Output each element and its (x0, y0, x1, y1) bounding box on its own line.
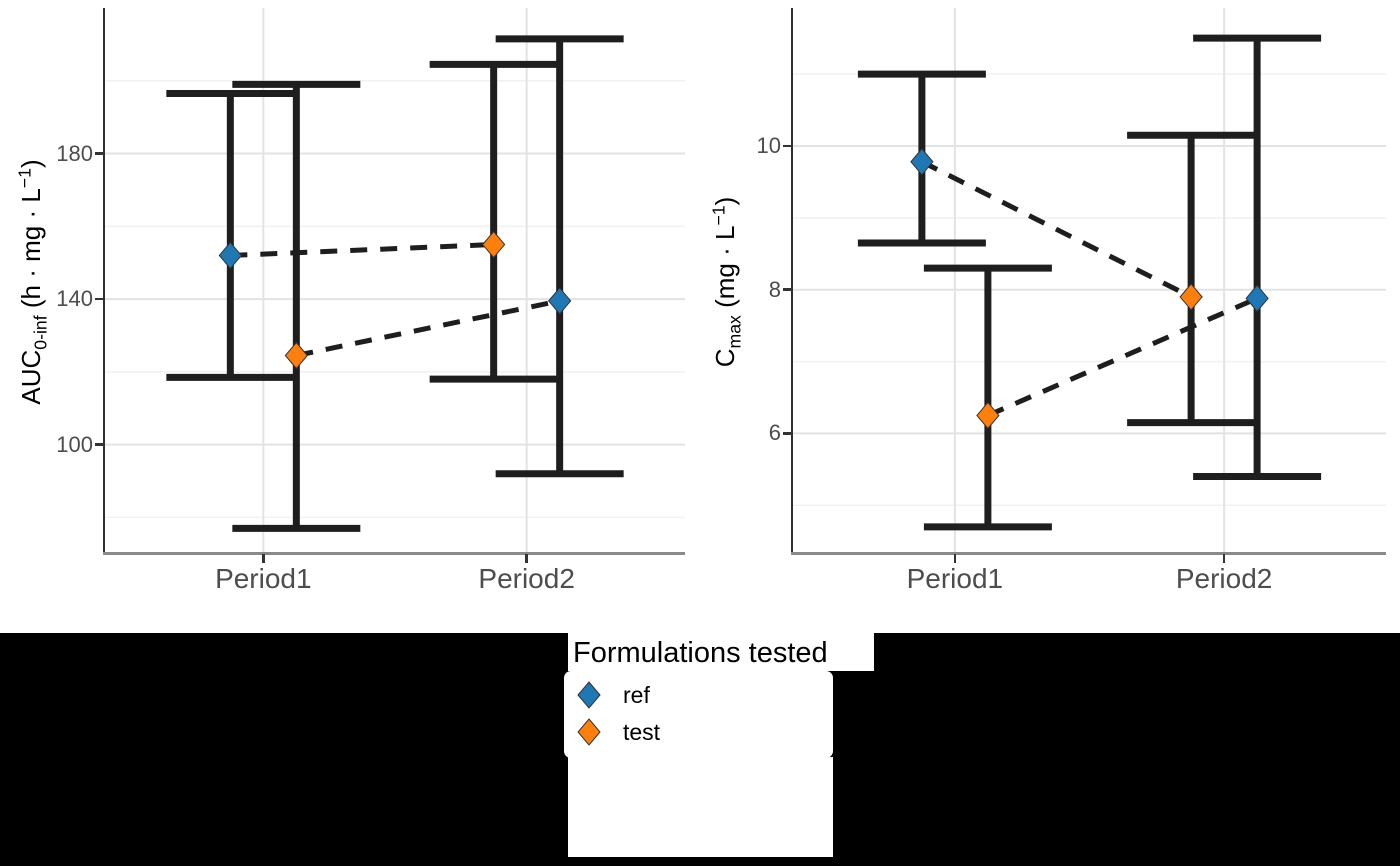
y-tick-label: 6 (768, 420, 781, 446)
mean-point-test-Period2 (1179, 283, 1203, 311)
x-axis-line (790, 552, 1386, 555)
legend-title-box: Formulations tested (568, 633, 874, 671)
mean-point-ref-Period1 (218, 241, 242, 270)
test-diamond-icon (577, 718, 601, 746)
mean-point-ref-Period1 (910, 148, 934, 176)
y-tick-label: 8 (768, 276, 781, 302)
crossover-line-sequence-2 (986, 296, 1259, 418)
mean-point-ref-Period2 (548, 287, 572, 315)
legend-label-test: test (623, 718, 661, 745)
crossover-line-sequence-1 (230, 242, 494, 258)
legend-item-test: test (577, 718, 660, 746)
x-tick-mark (525, 554, 528, 563)
x-tick-label: Period2 (1175, 563, 1273, 594)
mean-point-ref-Period2 (1245, 284, 1269, 313)
legend-label-ref: ref (623, 681, 650, 708)
y-tick-mark (95, 443, 105, 446)
y-tick-mark (783, 144, 793, 148)
y-axis-line (102, 8, 105, 555)
legend-item-ref: ref (577, 681, 650, 709)
x-tick-label: Period2 (478, 563, 575, 594)
mean-point-test-Period1 (976, 401, 1000, 430)
y-tick-mark (95, 152, 105, 155)
x-tick-label: Period1 (215, 563, 312, 594)
crossover-line-sequence-2 (295, 298, 561, 358)
legend-box: ref test (564, 671, 833, 758)
y-axis-title-auc: AUC0-inf (h · mg · L−1) (14, 159, 51, 405)
y-tick-label: 180 (56, 140, 93, 166)
ref-diamond-icon (577, 681, 601, 709)
x-tick-mark (953, 554, 957, 563)
mean-point-test-Period1 (284, 341, 308, 370)
mean-point-test-Period2 (482, 230, 506, 259)
y-tick-mark (783, 432, 793, 435)
x-tick-label: Period1 (906, 563, 1004, 594)
y-tick-mark (783, 288, 793, 291)
x-tick-mark (1222, 554, 1226, 563)
y-tick-label: 140 (56, 286, 93, 312)
legend-title: Formulations tested (573, 637, 828, 669)
x-axis-line (102, 552, 685, 555)
y-axis-line (790, 8, 793, 555)
legend-background (568, 757, 833, 857)
cmax-plot-area (793, 8, 1386, 552)
y-tick-label: 10 (756, 132, 781, 158)
auc-plot-area (105, 8, 685, 552)
x-tick-mark (262, 554, 265, 563)
y-tick-mark (95, 297, 105, 301)
crossover-line-sequence-1 (920, 159, 1193, 300)
y-tick-label: 100 (56, 431, 93, 457)
